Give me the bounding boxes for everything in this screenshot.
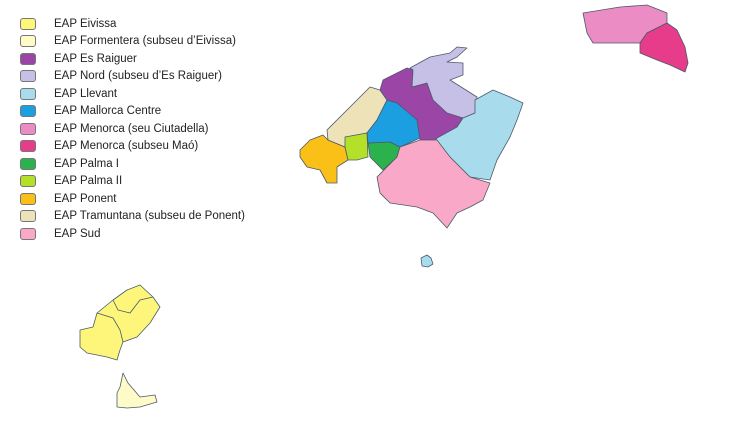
legend-label: EAP Menorca (subseu Maó)	[54, 140, 199, 153]
legend-item: EAP Nord (subseu d’Es Raiguer)	[20, 68, 245, 86]
legend-swatch	[20, 227, 36, 240]
region-eivissa	[79, 284, 161, 361]
region-menorca-mao	[639, 22, 689, 73]
legend-item: EAP Ponent	[20, 190, 245, 208]
region-formentera	[116, 372, 158, 409]
legend-swatch	[20, 105, 36, 118]
legend-label: EAP Llevant	[54, 87, 118, 100]
legend-swatch	[20, 192, 36, 205]
legend-label: EAP Tramuntana (subseu de Ponent)	[54, 210, 245, 223]
legend-label: EAP Ponent	[54, 192, 117, 205]
region-ponent	[299, 134, 349, 184]
legend-label: EAP Es Raiguer	[54, 52, 137, 65]
legend-item: EAP Eivissa	[20, 15, 245, 33]
legend-swatch	[20, 70, 36, 83]
legend-swatch	[20, 157, 36, 170]
legend-item: EAP Mallorca Centre	[20, 103, 245, 121]
legend-label: EAP Menorca (seu Ciutadella)	[54, 122, 209, 135]
legend-swatch	[20, 140, 36, 153]
region-eivissa-border	[112, 296, 154, 314]
region-cabrera	[420, 254, 434, 268]
legend: EAP Eivissa EAP Formentera (subseu d’Eiv…	[20, 15, 245, 243]
legend-swatch	[20, 210, 36, 223]
legend-swatch	[20, 35, 36, 48]
region-llevant	[432, 89, 524, 181]
legend-item: EAP Tramuntana (subseu de Ponent)	[20, 208, 245, 226]
legend-label: EAP Mallorca Centre	[54, 105, 162, 118]
legend-swatch	[20, 52, 36, 65]
legend-item: EAP Llevant	[20, 85, 245, 103]
legend-item: EAP Sud	[20, 225, 245, 243]
legend-swatch	[20, 17, 36, 30]
legend-item: EAP Formentera (subseu d’Eivissa)	[20, 33, 245, 51]
legend-item: EAP Menorca (subseu Maó)	[20, 138, 245, 156]
legend-swatch	[20, 122, 36, 135]
legend-item: EAP Palma I	[20, 155, 245, 173]
region-sud	[376, 139, 491, 229]
legend-item: EAP Menorca (seu Ciutadella)	[20, 120, 245, 138]
legend-label: EAP Palma II	[54, 175, 123, 188]
region-eivissa-border	[96, 312, 124, 343]
region-palma-ii	[344, 132, 369, 161]
legend-item: EAP Es Raiguer	[20, 50, 245, 68]
legend-swatch	[20, 87, 36, 100]
legend-swatch	[20, 175, 36, 188]
legend-label: EAP Formentera (subseu d’Eivissa)	[54, 35, 236, 48]
region-nord	[409, 46, 478, 119]
legend-label: EAP Palma I	[54, 157, 119, 170]
legend-label: EAP Sud	[54, 227, 101, 240]
legend-item: EAP Palma II	[20, 173, 245, 191]
legend-label: EAP Eivissa	[54, 17, 117, 30]
legend-label: EAP Nord (subseu d’Es Raiguer)	[54, 70, 222, 83]
